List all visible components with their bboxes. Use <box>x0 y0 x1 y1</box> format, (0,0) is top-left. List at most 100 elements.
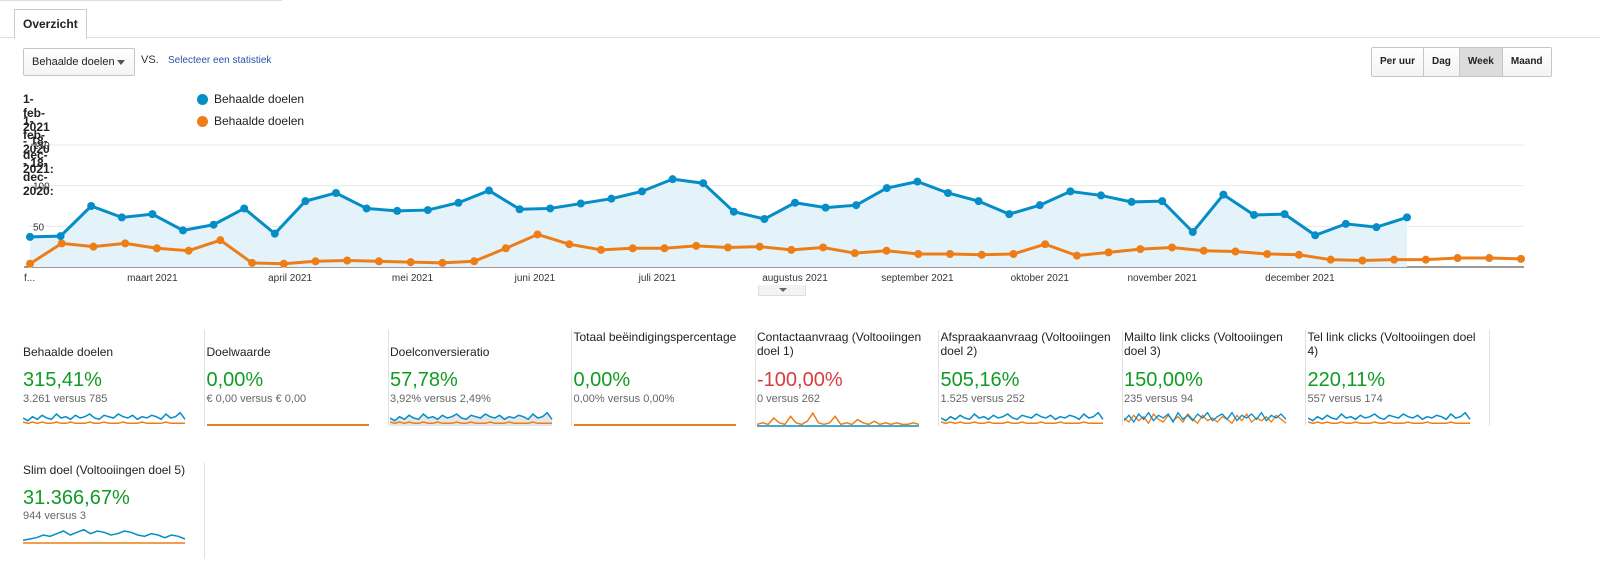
data-point-current <box>1341 219 1350 228</box>
data-point-previous <box>1136 245 1145 254</box>
scorecard-title: Slim doel (Voltooiingen doel 5) <box>23 463 186 477</box>
data-point-current <box>791 198 799 207</box>
data-point-current <box>760 215 769 224</box>
period-button-maand[interactable]: Maand <box>1502 48 1551 76</box>
data-point-current <box>546 204 555 213</box>
scorecard[interactable]: Doelconversieratio 57,78% 3,92% versus 2,4… <box>390 330 572 426</box>
metric-select[interactable]: Behaalde doelen <box>23 48 135 76</box>
data-point-previous <box>692 241 701 250</box>
scorecard-title: Behaalde doelen <box>23 345 114 359</box>
select-statistic-link[interactable]: Selecteer een statistiek <box>168 55 272 66</box>
data-point-current <box>699 179 708 188</box>
data-point-previous <box>723 243 732 252</box>
scorecard-sparkline <box>573 424 736 426</box>
scorecard[interactable]: Doelwaarde 0,00% € 0,00 versus € 0,00 <box>206 330 389 426</box>
scorecard-sparkline <box>206 424 369 426</box>
data-point-current <box>638 187 646 196</box>
data-point-current <box>1250 210 1258 219</box>
scorecard-comparison: 944 versus 3 <box>23 510 86 522</box>
period-button-week[interactable]: Week <box>1459 48 1503 76</box>
data-point-previous <box>216 236 225 245</box>
data-point-previous <box>819 243 828 252</box>
period-button-per-uur[interactable]: Per uur <box>1372 48 1425 76</box>
data-point-previous <box>89 242 98 251</box>
scorecard[interactable]: Behaalde doelen 315,41% 3.261 versus 785 <box>23 330 205 426</box>
scorecard[interactable]: Slim doel (Voltooiingen doel 5) 31.366,67… <box>23 463 205 559</box>
series-line-current <box>29 177 1408 239</box>
sparkline-current <box>940 411 1104 422</box>
scorecard[interactable]: Afspraakaanvraag (Voltooiingen doel 2) 50… <box>940 330 1123 426</box>
data-point-previous <box>438 258 447 267</box>
tab-bar: Overzicht <box>0 0 1600 39</box>
scorecard[interactable]: Tel link clicks (Voltooiingen doel 4) 220… <box>1307 330 1490 426</box>
scorecard[interactable]: Totaal beëindigingspercentage 0,00% 0,00% … <box>573 330 756 426</box>
x-tick-label: augustus 2021 <box>762 273 828 284</box>
scorecard-title: Totaal beëindigingspercentage <box>573 330 737 344</box>
scorecard-sparkline <box>940 411 1104 425</box>
sparkline-previous <box>1124 412 1287 425</box>
scorecard-comparison: 3,92% versus 2,49% <box>390 393 491 405</box>
tab-overzicht[interactable]: Overzicht <box>14 9 87 39</box>
data-point-previous <box>470 257 479 266</box>
scorecard-comparison: 235 versus 94 <box>1124 393 1194 405</box>
scorecard-change-percent: 31.366,67% <box>23 487 130 509</box>
scorecard-comparison: 557 versus 174 <box>1307 393 1383 405</box>
data-point-previous <box>57 239 66 248</box>
data-point-current <box>485 186 493 195</box>
data-point-previous <box>1072 251 1081 260</box>
data-point-previous <box>597 245 606 254</box>
data-point-previous <box>1168 243 1177 252</box>
metric-select-label: Behaalde doelen <box>32 56 115 68</box>
data-point-current <box>1219 190 1228 199</box>
scorecard-title: Afspraakaanvraag (Voltooiingen doel 2) <box>940 330 1111 358</box>
x-tick-label: juni 2021 <box>514 273 556 284</box>
data-point-previous <box>1326 255 1335 264</box>
sparkline-previous <box>23 421 185 425</box>
data-point-current <box>1403 213 1411 222</box>
legend-dot-icon <box>197 116 208 127</box>
data-point-previous <box>1009 249 1018 258</box>
scorecard-sparkline <box>390 411 553 426</box>
x-tick-label: november 2021 <box>1127 273 1197 284</box>
scorecard-sparkline <box>23 528 186 544</box>
sparkline-current <box>23 411 186 422</box>
chevron-down-icon <box>117 60 125 65</box>
scorecard-sparkline <box>1124 411 1287 425</box>
sparkline-previous <box>940 421 1103 425</box>
chart-resize-handle[interactable] <box>758 285 806 296</box>
data-point-previous <box>1041 240 1050 249</box>
data-point-previous <box>945 249 954 258</box>
scorecard[interactable]: Contactaanvraag (Voltooiingen doel 1) -10… <box>757 330 939 427</box>
data-point-current <box>454 198 463 207</box>
scorecard-comparison: 3.261 versus 785 <box>23 393 108 405</box>
data-point-current <box>515 205 524 214</box>
data-point-current <box>1127 197 1136 206</box>
period-button-dag[interactable]: Dag <box>1424 48 1460 76</box>
data-point-previous <box>1517 254 1525 263</box>
x-tick-label: september 2021 <box>881 273 954 284</box>
data-point-previous <box>660 244 669 253</box>
scorecard[interactable]: Mailto link clicks (Voltooiingen doel 3)… <box>1124 330 1306 426</box>
data-point-previous <box>406 258 415 267</box>
data-point-previous <box>565 240 574 249</box>
data-point-previous <box>914 249 923 258</box>
scorecard-change-percent: 0,00% <box>206 369 264 391</box>
data-point-current <box>1005 210 1014 219</box>
data-point-current <box>668 175 677 184</box>
scorecard-title: Mailto link clicks (Voltooiingen doel 3) <box>1124 330 1283 358</box>
data-point-current <box>821 203 830 212</box>
data-point-current <box>240 204 249 213</box>
scorecard-title: Doelconversieratio <box>390 345 490 359</box>
series-area-current <box>30 179 1407 267</box>
scorecard-change-percent: 150,00% <box>1124 369 1203 391</box>
data-point-previous <box>882 246 891 255</box>
chevron-down-icon <box>779 288 787 292</box>
sparkline-current <box>1307 411 1471 422</box>
data-point-current <box>607 194 616 203</box>
scorecard-comparison: 0,00% versus 0,00% <box>573 393 675 405</box>
x-tick-label: april 2021 <box>268 273 312 284</box>
data-point-current <box>1311 231 1320 240</box>
data-point-current <box>270 229 279 238</box>
data-point-current <box>117 213 126 222</box>
data-point-previous <box>1104 248 1113 257</box>
